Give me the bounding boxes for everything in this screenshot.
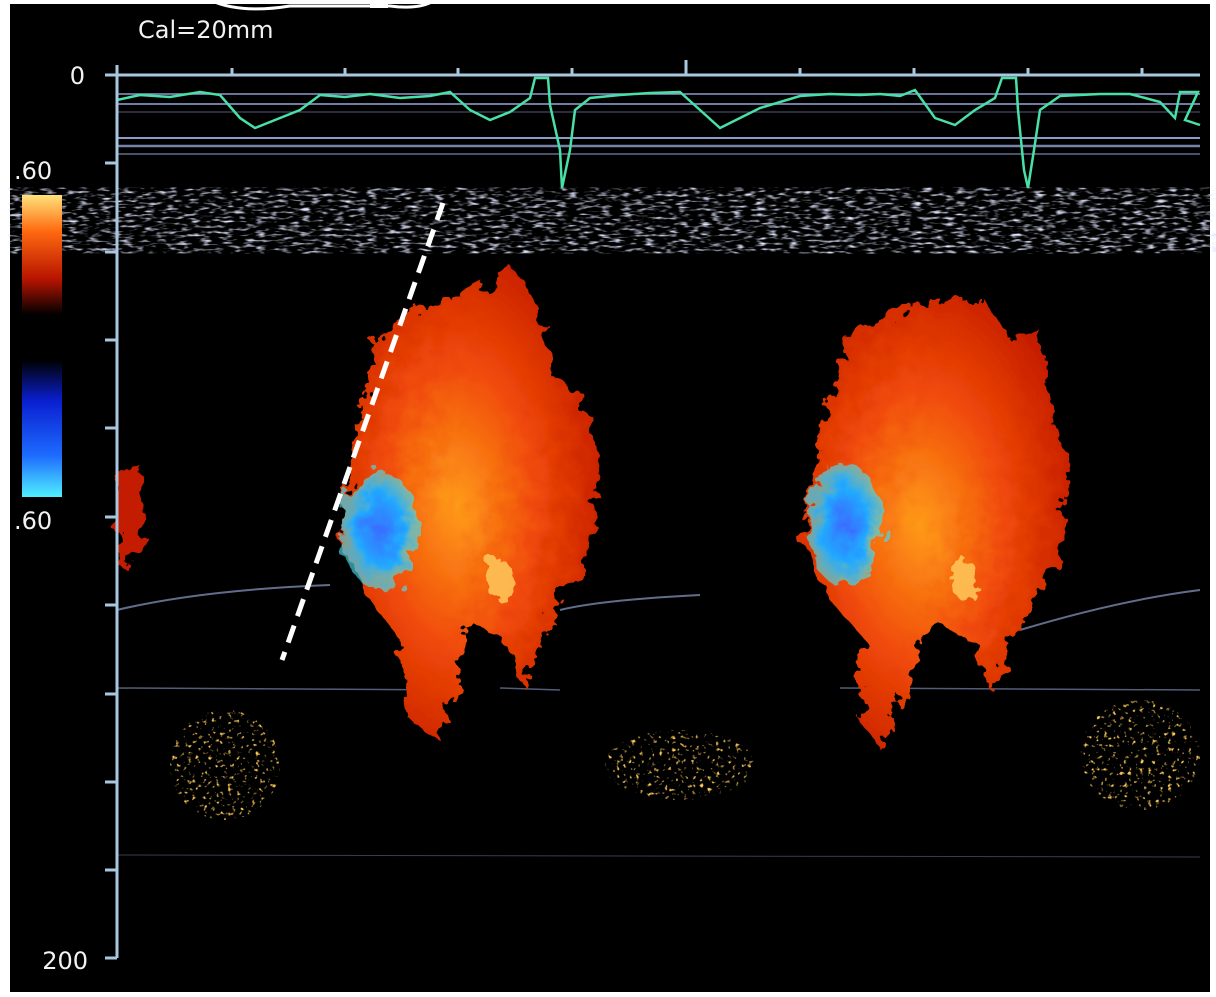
top-marker bbox=[370, 0, 388, 8]
color-scale-positive bbox=[22, 195, 62, 315]
ultrasound-screen: Cal=20mm 0 .60 .60 200 bbox=[0, 0, 1216, 997]
tissue-speckle bbox=[117, 193, 1200, 248]
depth-bottom-label: 200 bbox=[42, 947, 88, 975]
color-scale-negative bbox=[22, 360, 62, 497]
calibration-label: Cal=20mm bbox=[138, 16, 274, 44]
scale-lower-label: .60 bbox=[14, 507, 52, 535]
page: Cal=20mm 0 .60 .60 200 (() => { const da… bbox=[0, 0, 1216, 997]
depth-top-label: 0 bbox=[70, 62, 85, 90]
scale-upper-label: .60 bbox=[14, 157, 52, 185]
